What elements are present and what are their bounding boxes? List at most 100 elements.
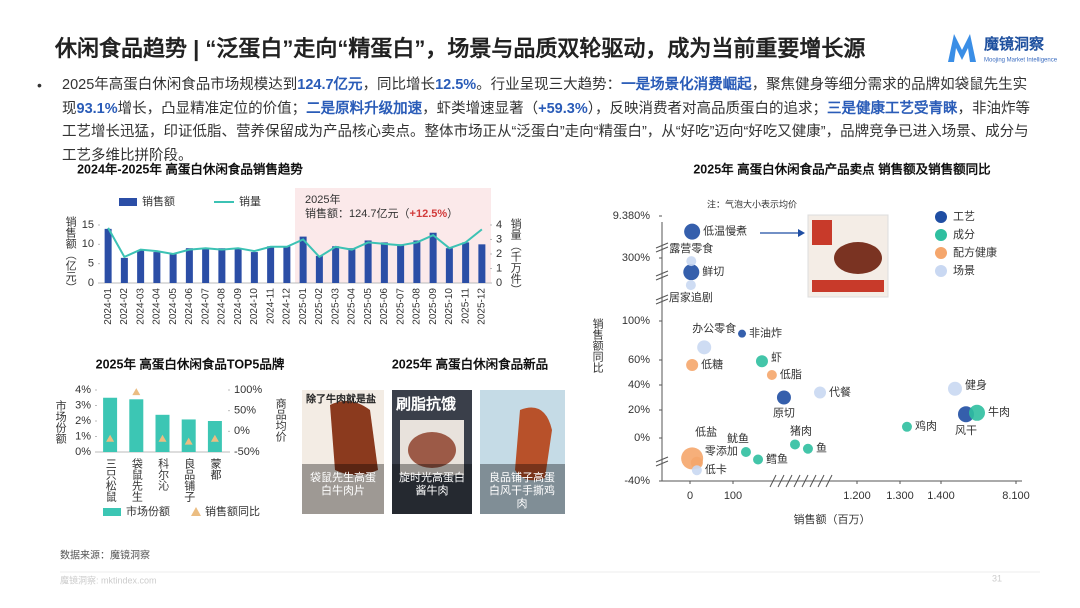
x-tick-label: 2024-01 (103, 288, 114, 325)
caption-line: 白牛肉片 (321, 483, 365, 497)
bubble (740, 446, 751, 457)
bar (104, 228, 112, 283)
y-tick-label: 2% (75, 415, 91, 427)
legend-label: 成分 (953, 228, 975, 241)
x-tick-label: 2024-06 (184, 288, 195, 325)
product-meat (515, 407, 552, 481)
source: 数据来源：魔镜洞察 (60, 549, 150, 562)
text-segment: +59.3% (538, 100, 588, 117)
bar (185, 248, 193, 283)
bar (234, 248, 242, 283)
x-tick-label: 100 (724, 490, 742, 502)
triangle-marker (106, 434, 115, 442)
y-tick-label: 40% (628, 379, 650, 391)
x-tick-label: 2025-01 (298, 288, 309, 325)
bubble-label: 低糖 (701, 357, 723, 371)
x-tick-label: 2025-05 (363, 288, 374, 325)
bar (218, 248, 226, 283)
x-tick-label: 2025-11 (460, 288, 471, 324)
x-tick-label: 2024-11 (265, 288, 276, 324)
y2-tick-label: 4 (496, 219, 502, 231)
page-number: 31 (992, 573, 1002, 583)
x-tick-label: 2024-09 (233, 288, 244, 325)
logo-subtext: Moojing Market Intelligence (984, 58, 1058, 64)
y2-tick-label: 100% (234, 384, 262, 396)
section-title: 2025年 高蛋白休闲食品新品 (392, 356, 548, 371)
legend-label: 市场份额 (126, 504, 170, 518)
bubble (691, 465, 702, 476)
text-segment: 2025年高蛋白休闲食品市场规模达到 (62, 77, 298, 93)
x-axis-title: 销售额（百万） (794, 512, 871, 526)
bubble-label: 低盐 (695, 425, 717, 438)
bubble (686, 256, 697, 267)
text-segment: 。行业呈现三大趋势： (476, 77, 622, 93)
x-tick-label: 2025-07 (395, 288, 406, 325)
inset-pack (812, 220, 832, 245)
text-segment: ，同比增长 (362, 77, 436, 93)
legend-swatch (935, 211, 947, 223)
bar (129, 399, 144, 452)
bar (137, 250, 145, 283)
caption-bg (392, 464, 472, 514)
product-caption: 良品铺子高蛋白风干手撕鸡肉 (489, 470, 555, 510)
x-tick-label: 2024-04 (152, 288, 163, 325)
bar (478, 244, 486, 283)
x-tick-label: 科尔沁 (157, 457, 170, 491)
y2-tick-label: -50% (234, 446, 260, 458)
logo-text: 魔镜洞察 (984, 35, 1045, 53)
x-tick-label: 2024-07 (200, 288, 211, 325)
annotation: 销售额：124.7亿元（+12.5%） (305, 206, 458, 220)
bubble (683, 264, 700, 281)
bar (155, 414, 170, 452)
y2-tick-label: 3 (496, 233, 502, 245)
bubble (685, 280, 696, 291)
y-tick-label: 3% (75, 399, 91, 411)
product-caption: 旋时光高蛋白酱牛肉 (399, 470, 465, 497)
inset-meat (834, 242, 882, 274)
text-segment: 增长，凸显精准定位的价值； (117, 100, 307, 117)
bubble (947, 381, 962, 396)
legend-label: 工艺 (953, 210, 975, 223)
product-meat (408, 432, 456, 468)
bubble (697, 340, 712, 355)
y-axis-title: 市场份额 (54, 399, 67, 445)
bar (202, 248, 210, 283)
bar (445, 248, 453, 283)
y-tick-label: 10 (82, 238, 94, 250)
annotation-highlight: +12.5% (410, 208, 448, 220)
x-tick-label: 2025-06 (379, 288, 390, 325)
bar (299, 236, 307, 283)
chart-title: 2025年 高蛋白休闲食品TOP5品牌 (96, 356, 285, 371)
bar (103, 397, 118, 452)
bubble-label: 风干 (955, 424, 977, 437)
y-tick-label: 20% (628, 404, 650, 416)
bubble-label: 低温慢煮 (703, 225, 747, 238)
y-tick-label: 1% (75, 430, 91, 442)
y-tick-label: 60% (628, 354, 650, 366)
caption-bg (480, 464, 565, 514)
caption-line: 旋时光高蛋白 (399, 470, 465, 484)
triangle-marker (184, 437, 193, 445)
bar (397, 244, 405, 283)
text-segment: 三是健康工艺受青睐 (826, 100, 958, 117)
y-tick-label: 5 (88, 258, 94, 270)
bubble (901, 421, 912, 432)
annotation: 2025年 (305, 192, 340, 206)
x-tick-label: 0 (687, 490, 693, 502)
x-break (769, 474, 833, 488)
x-tick-label: 2025-03 (330, 288, 341, 325)
line (107, 227, 483, 259)
bubble (814, 386, 827, 399)
product-meat (330, 401, 378, 475)
x-tick-label: 2025-10 (444, 288, 455, 325)
bar (429, 232, 437, 283)
caption-bg (302, 464, 384, 514)
y2-tick-label: 2 (496, 248, 502, 260)
y-tick-label: 0% (75, 446, 91, 458)
x-tick-label: 1.300 (886, 490, 914, 502)
legend-swatch (191, 507, 201, 516)
text-segment: ，聚焦健身等细分需求的品牌如袋鼠先生实现 (62, 77, 1028, 117)
product-tagline: 除了牛肉就是盐 (306, 393, 376, 406)
y2-tick-label: 50% (234, 405, 256, 417)
x-tick-label: 2025-08 (412, 288, 423, 325)
